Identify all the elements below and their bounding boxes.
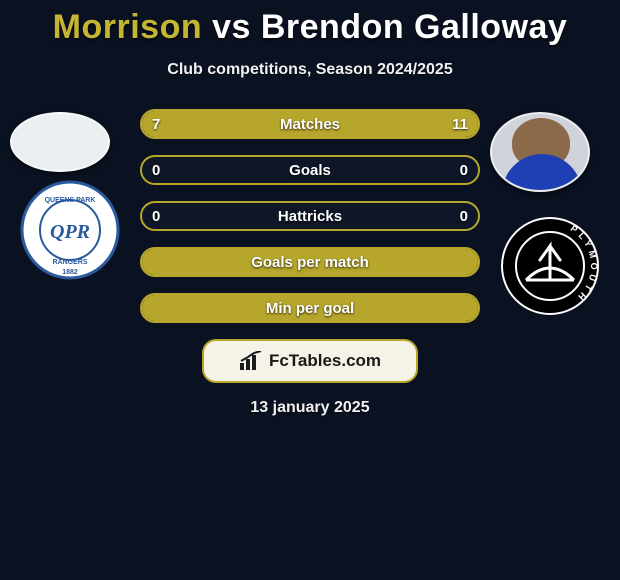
brand-text: FcTables.com (269, 351, 381, 371)
title-player1: Morrison (53, 8, 202, 46)
title-vs: vs (212, 8, 251, 46)
bar-label: Matches (140, 109, 480, 139)
brand-chart-icon (239, 351, 263, 371)
subtitle: Club competitions, Season 2024/2025 (0, 61, 620, 79)
comparison-bars: 711Matches 00Goals 00Hattricks Goals per ma… (140, 109, 480, 323)
snapshot-date: 13 january 2025 (0, 399, 620, 417)
stat-bar: 00Goals (140, 155, 480, 185)
stat-bar: Min per goal (140, 293, 480, 323)
page-title: Morrison vs Brendon Galloway (0, 0, 620, 47)
bar-label: Goals (140, 155, 480, 185)
stat-bar: Goals per match (140, 247, 480, 277)
comparison-stage: 711Matches 00Goals 00Hattricks Goals per ma… (0, 109, 620, 417)
bar-label: Goals per match (140, 247, 480, 277)
stat-bar: 711Matches (140, 109, 480, 139)
bar-label: Hattricks (140, 201, 480, 231)
brand-badge: FcTables.com (202, 339, 418, 383)
bar-label: Min per goal (140, 293, 480, 323)
stat-bar: 00Hattricks (140, 201, 480, 231)
title-player2: Brendon Galloway (261, 8, 568, 46)
